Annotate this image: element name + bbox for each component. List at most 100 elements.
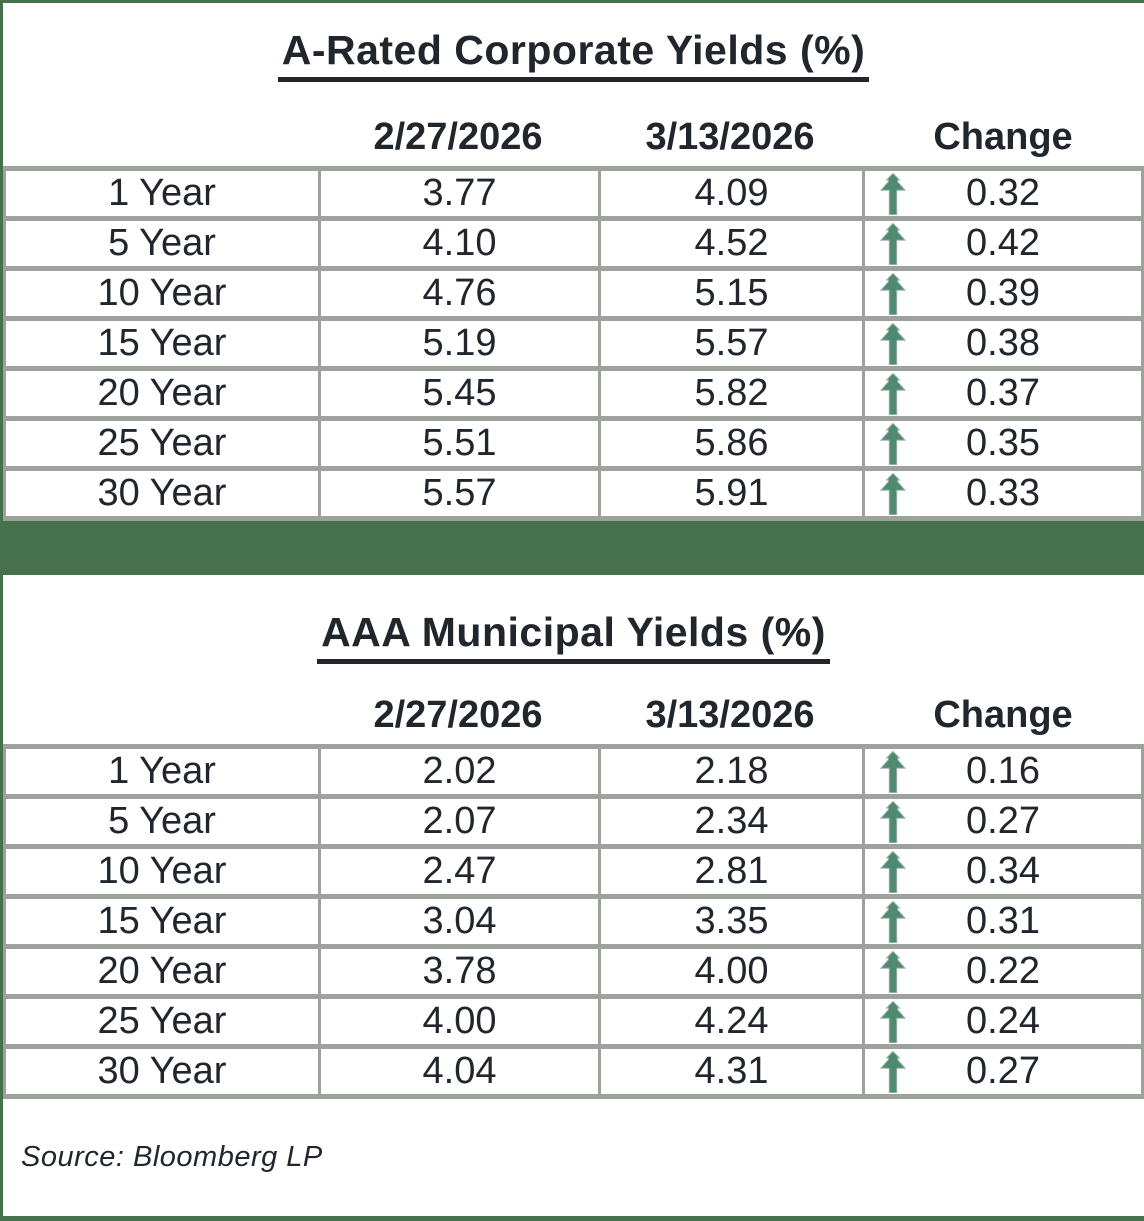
- table-row: 15 Year 5.19 5.57 0.38: [3, 316, 1144, 371]
- up-arrow-icon: [878, 850, 908, 893]
- change-column-header: Change: [933, 116, 1073, 158]
- up-arrow-icon: [878, 322, 908, 365]
- change-value: 0.27: [966, 1050, 1040, 1092]
- table-row: 20 Year 5.45 5.82 0.37: [3, 366, 1144, 421]
- table-row: 25 Year 4.00 4.24 0.24: [3, 994, 1144, 1049]
- change-value: 0.35: [966, 422, 1040, 464]
- change-value: 0.24: [966, 1000, 1040, 1042]
- up-arrow-icon: [878, 750, 908, 793]
- up-arrow-icon: [878, 900, 908, 943]
- prev-date-yield-value: 3.04: [318, 894, 601, 949]
- prev-date-yield-value: 4.00: [318, 994, 601, 1049]
- maturity-label: 1 Year: [3, 166, 321, 221]
- table-row: 25 Year 5.51 5.86 0.35: [3, 416, 1144, 471]
- prev-date-yield-value: 5.51: [318, 416, 601, 471]
- prev-date-yield-value: 5.19: [318, 316, 601, 371]
- up-arrow-icon: [878, 800, 908, 843]
- source-note: Source: Bloomberg LP: [21, 1141, 323, 1173]
- curr-date-column-header: 3/13/2026: [645, 116, 815, 158]
- up-arrow-icon: [878, 472, 908, 515]
- curr-date-yield-value: 5.15: [598, 266, 865, 321]
- separator-band: [3, 521, 1144, 575]
- table-row: 30 Year 4.04 4.31 0.27: [3, 1044, 1144, 1099]
- prev-date-yield-value: 5.57: [318, 466, 601, 521]
- change-value: 0.27: [966, 800, 1040, 842]
- change-value: 0.31: [966, 900, 1040, 942]
- curr-date-yield-value: 3.35: [598, 894, 865, 949]
- change-cell: 0.39: [862, 266, 1144, 321]
- change-cell: 0.22: [862, 944, 1144, 999]
- prev-date-yield-value: 3.78: [318, 944, 601, 999]
- change-cell: 0.27: [862, 1044, 1144, 1099]
- change-cell: 0.42: [862, 216, 1144, 271]
- prev-date-column-header: 2/27/2026: [373, 694, 543, 736]
- table-row: 10 Year 2.47 2.81 0.34: [3, 844, 1144, 899]
- empty-column-header: [3, 694, 318, 737]
- change-cell: 0.31: [862, 894, 1144, 949]
- change-value: 0.37: [966, 372, 1040, 414]
- curr-date-yield-value: 4.24: [598, 994, 865, 1049]
- change-cell: 0.24: [862, 994, 1144, 1049]
- corporate-column-headers: 2/27/2026 3/13/2026 Change: [3, 116, 1144, 159]
- maturity-label: 5 Year: [3, 794, 321, 849]
- change-value: 0.42: [966, 222, 1040, 264]
- maturity-label: 10 Year: [3, 844, 321, 899]
- maturity-label: 20 Year: [3, 944, 321, 999]
- corporate-yields-title: A-Rated Corporate Yields (%): [277, 27, 870, 82]
- table-row: 15 Year 3.04 3.35 0.31: [3, 894, 1144, 949]
- prev-date-yield-value: 4.10: [318, 216, 601, 271]
- curr-date-yield-value: 2.34: [598, 794, 865, 849]
- change-cell: 0.16: [862, 744, 1144, 799]
- curr-date-yield-value: 5.91: [598, 466, 865, 521]
- up-arrow-icon: [878, 172, 908, 215]
- maturity-label: 5 Year: [3, 216, 321, 271]
- maturity-label: 30 Year: [3, 1044, 321, 1099]
- municipal-yields-header: AAA Municipal Yields (%) 2/27/2026 3/13/…: [3, 575, 1144, 744]
- table-row: 30 Year 5.57 5.91 0.33: [3, 466, 1144, 521]
- maturity-label: 20 Year: [3, 366, 321, 421]
- change-value: 0.39: [966, 272, 1040, 314]
- maturity-label: 15 Year: [3, 316, 321, 371]
- change-cell: 0.33: [862, 466, 1144, 521]
- prev-date-yield-value: 2.02: [318, 744, 601, 799]
- prev-date-yield-value: 3.77: [318, 166, 601, 221]
- up-arrow-icon: [878, 1050, 908, 1093]
- curr-date-yield-value: 2.18: [598, 744, 865, 799]
- change-cell: 0.37: [862, 366, 1144, 421]
- maturity-label: 10 Year: [3, 266, 321, 321]
- change-value: 0.16: [966, 750, 1040, 792]
- maturity-label: 25 Year: [3, 994, 321, 1049]
- curr-date-yield-value: 5.86: [598, 416, 865, 471]
- prev-date-column-header: 2/27/2026: [373, 116, 543, 158]
- up-arrow-icon: [878, 222, 908, 265]
- source-row: Source: Bloomberg LP: [3, 1099, 1144, 1216]
- curr-date-yield-value: 4.31: [598, 1044, 865, 1099]
- corporate-yields-header: A-Rated Corporate Yields (%) 2/27/2026 3…: [3, 3, 1144, 166]
- change-cell: 0.35: [862, 416, 1144, 471]
- empty-column-header: [3, 116, 318, 159]
- curr-date-yield-value: 5.57: [598, 316, 865, 371]
- change-value: 0.33: [966, 472, 1040, 514]
- prev-date-yield-value: 5.45: [318, 366, 601, 421]
- up-arrow-icon: [878, 422, 908, 465]
- table-row: 20 Year 3.78 4.00 0.22: [3, 944, 1144, 999]
- change-value: 0.38: [966, 322, 1040, 364]
- maturity-label: 30 Year: [3, 466, 321, 521]
- table-row: 5 Year 4.10 4.52 0.42: [3, 216, 1144, 271]
- up-arrow-icon: [878, 372, 908, 415]
- change-value: 0.32: [966, 172, 1040, 214]
- curr-date-yield-value: 2.81: [598, 844, 865, 899]
- change-cell: 0.38: [862, 316, 1144, 371]
- maturity-label: 15 Year: [3, 894, 321, 949]
- corporate-yields-table: 1 Year 3.77 4.09 0.32 5 Year 4.10 4.52 0…: [3, 166, 1144, 521]
- curr-date-column-header: 3/13/2026: [645, 694, 815, 736]
- table-row: 1 Year 2.02 2.18 0.16: [3, 744, 1144, 799]
- table-row: 1 Year 3.77 4.09 0.32: [3, 166, 1144, 221]
- change-cell: 0.34: [862, 844, 1144, 899]
- change-value: 0.22: [966, 950, 1040, 992]
- maturity-label: 1 Year: [3, 744, 321, 799]
- municipal-yields-title: AAA Municipal Yields (%): [317, 609, 830, 664]
- change-cell: 0.27: [862, 794, 1144, 849]
- change-value: 0.34: [966, 850, 1040, 892]
